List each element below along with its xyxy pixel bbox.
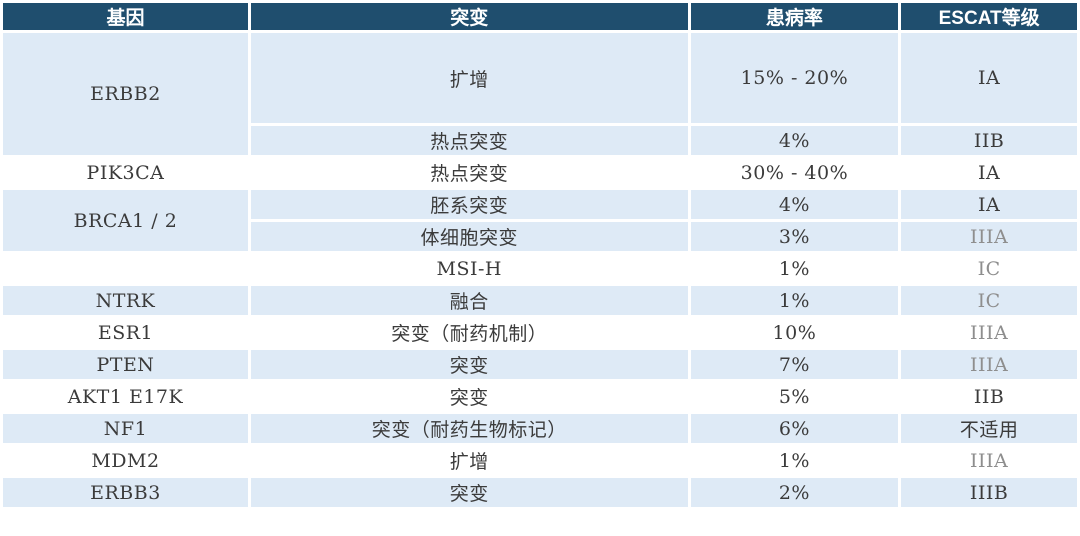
mutation-cell: 扩增 [250,33,688,123]
mutation-cell: 热点突变 [250,158,688,187]
table-row: MDM2 扩增 1% IIIA [3,446,1077,475]
escat-cell: IIIB [901,478,1077,507]
table-row: BRCA1 / 2 胚系突变 4% IA [3,190,1077,251]
prevalence-cell: 4% [690,126,899,155]
table-row: ERBB3 突变 2% IIIB [3,478,1077,507]
gene-cell: NTRK [3,286,248,315]
mutation-cell: MSI-H [250,254,688,283]
table-row: MSI-H 1% IC [3,254,1077,283]
escat-cell: IA [901,158,1077,187]
table-row: AKT1 E17K 突变 5% IIB [3,382,1077,411]
gene-cell: MDM2 [3,446,248,475]
mutation-cell: 突变 [250,478,688,507]
gene-cell: ERBB3 [3,478,248,507]
table-header-row: 基因 突变 患病率 ESCAT等级 [3,3,1077,30]
prevalence-cell: 4% [690,190,899,219]
prevalence-cell: 2% [690,478,899,507]
table-row: ESR1 突变（耐药机制） 10% IIIA [3,318,1077,347]
prevalence-cell: 15% - 20% [690,33,899,123]
escat-cell: IA [901,33,1077,123]
prevalence-cell: 6% [690,414,899,443]
escat-cell: 不适用 [901,414,1077,443]
table-row: ERBB2 扩增 15% - 20% IA [3,33,1077,155]
prevalence-cell: 5% [690,382,899,411]
table-row: 体细胞突变 3% IIIA [3,222,1077,251]
column-header-mutation: 突变 [250,3,688,30]
mutation-cell: 突变（耐药机制） [250,318,688,347]
escat-cell: IIIA [901,222,1077,251]
table-row: PIK3CA 热点突变 30% - 40% IA [3,158,1077,187]
table-row: NF1 突变（耐药生物标记） 6% 不适用 [3,414,1077,443]
mutation-cell: 融合 [250,286,688,315]
column-header-prevalence: 患病率 [690,3,899,30]
gene-cell: BRCA1 / 2 [3,190,248,251]
gene-cell: PTEN [3,350,248,379]
prevalence-cell: 30% - 40% [690,158,899,187]
mutation-cell: 体细胞突变 [250,222,688,251]
prevalence-cell: 10% [690,318,899,347]
gene-cell: NF1 [3,414,248,443]
escat-cell: IIB [901,126,1077,155]
prevalence-cell: 1% [690,446,899,475]
mutation-cell: 突变（耐药生物标记） [250,414,688,443]
gene-cell [3,254,248,283]
escat-cell: IIIA [901,350,1077,379]
gene-cell: ERBB2 [3,33,248,155]
gene-cell: ESR1 [3,318,248,347]
mutation-cell: 突变 [250,350,688,379]
table-row: 热点突变 4% IIB [3,126,1077,155]
escat-cell: IC [901,254,1077,283]
column-header-gene: 基因 [3,3,248,30]
prevalence-cell: 1% [690,286,899,315]
prevalence-cell: 7% [690,350,899,379]
escat-cell: IIIA [901,318,1077,347]
escat-cell: IC [901,286,1077,315]
escat-gene-table: 基因 突变 患病率 ESCAT等级 ERBB2 扩增 15% - 20% IA … [3,3,1077,507]
mutation-cell: 突变 [250,382,688,411]
escat-cell: IIIA [901,446,1077,475]
column-header-escat: ESCAT等级 [901,3,1077,30]
mutation-cell: 扩增 [250,446,688,475]
gene-cell: AKT1 E17K [3,382,248,411]
prevalence-cell: 3% [690,222,899,251]
table-row: PTEN 突变 7% IIIA [3,350,1077,379]
table-row: NTRK 融合 1% IC [3,286,1077,315]
escat-cell: IIB [901,382,1077,411]
gene-cell: PIK3CA [3,158,248,187]
prevalence-cell: 1% [690,254,899,283]
escat-cell: IA [901,190,1077,219]
mutation-cell: 热点突变 [250,126,688,155]
mutation-cell: 胚系突变 [250,190,688,219]
